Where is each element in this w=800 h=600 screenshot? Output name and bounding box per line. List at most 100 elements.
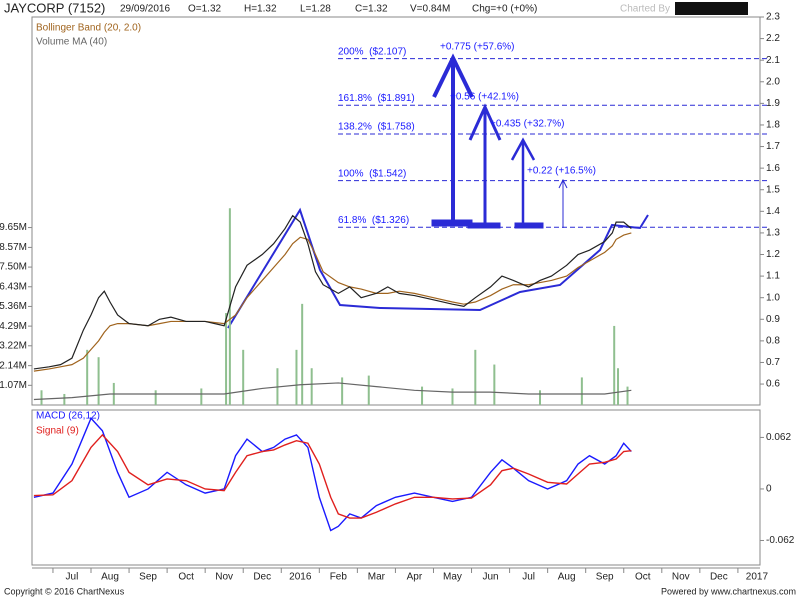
fib-label: 161.8% ($1.891) [338, 93, 415, 104]
x-tick-label: Nov [672, 572, 690, 583]
annotation: +0.435 (+32.7%) [490, 119, 565, 130]
y-tick-label: 1.1 [766, 271, 780, 282]
volume-bar [474, 349, 477, 405]
x-tick-label: Sep [596, 572, 614, 583]
y2-tick-label: 7.50M [0, 262, 27, 273]
logo-box [675, 2, 748, 15]
y-tick-label: 2.2 [766, 33, 780, 44]
volume-bar [539, 390, 542, 405]
x-tick-label: Jul [522, 572, 535, 583]
fib-label: 100% ($1.542) [338, 168, 406, 179]
volume-bar [341, 377, 344, 405]
y-tick-label: 2.3 [766, 12, 780, 23]
y2-tick-label: 5.36M [0, 301, 27, 312]
y-tick-label: 1.5 [766, 184, 780, 195]
annotation: +0.22 (+16.5%) [527, 166, 596, 177]
volume-bar [200, 388, 203, 405]
arrow-head [432, 53, 474, 98]
volume-bar [295, 349, 298, 405]
y-tick-label: 2.0 [766, 76, 780, 87]
volume-bar [154, 390, 157, 405]
annotation: +0.775 (+57.6%) [440, 42, 515, 53]
legend-entry: Volume MA (40) [36, 37, 107, 48]
arrow-head [558, 178, 568, 189]
x-tick-label: Feb [330, 572, 348, 583]
x-tick-label: Oct [178, 572, 194, 583]
annotation: +0.56 (+42.1%) [450, 92, 519, 103]
y-tick-label: -0.062 [766, 535, 795, 546]
volume-bar [626, 386, 629, 405]
volume-bar [225, 313, 228, 405]
legend-entry: Signal (9) [36, 426, 79, 437]
x-tick-label: Apr [407, 572, 423, 583]
y-tick-label: 0.7 [766, 357, 780, 368]
y-tick-label: 1.9 [766, 98, 780, 109]
volume-bar [451, 388, 454, 405]
volume-bar [493, 364, 496, 405]
volume-bar [63, 393, 66, 405]
x-tick-label: Oct [635, 572, 651, 583]
volume-bar [310, 368, 313, 405]
trend-line [227, 207, 649, 329]
volume-bar [97, 357, 100, 405]
arrow-head [510, 137, 536, 161]
y-tick-label: 1.8 [766, 120, 780, 131]
y2-tick-label: 3.22M [0, 340, 27, 351]
arrow-head [468, 103, 502, 141]
series-line [33, 433, 632, 519]
copyright: Copyright © 2016 ChartNexus [4, 586, 125, 596]
close: C=1.32 [355, 4, 388, 15]
series-line [33, 417, 632, 532]
x-tick-label: May [443, 572, 462, 583]
y-tick-label: 2.1 [766, 55, 780, 66]
symbol: JAYCORP (7152) [4, 0, 105, 15]
legend-entry: MACD (26,12) [36, 411, 100, 422]
y2-tick-label: 4.29M [0, 321, 27, 332]
x-tick-label: 2016 [289, 572, 312, 583]
x-tick-label: Sep [139, 572, 157, 583]
y-tick-label: 1.7 [766, 141, 780, 152]
y2-tick-label: 2.14M [0, 360, 27, 371]
overlay-line [33, 382, 632, 401]
y2-tick-label: 6.43M [0, 281, 27, 292]
change: Chg=+0 (+0%) [472, 4, 537, 15]
open: O=1.32 [188, 4, 222, 15]
y-tick-label: 0.8 [766, 336, 780, 347]
date: 29/09/2016 [120, 4, 170, 15]
y-tick-label: 0.062 [766, 432, 791, 443]
volume-bar [421, 386, 424, 405]
macd-panel [31, 409, 761, 566]
fib-label: 61.8% ($1.326) [338, 215, 409, 226]
x-tick-label: Jun [482, 572, 498, 583]
price-line [33, 214, 632, 370]
x-tick-label: Nov [215, 572, 233, 583]
x-tick-label: 2017 [746, 572, 769, 583]
y-tick-label: 1.2 [766, 249, 780, 260]
powered-by: Powered by www.chartnexus.com [661, 586, 796, 596]
volume-bar [580, 377, 583, 405]
y2-tick-label: 9.65M [0, 222, 27, 233]
x-tick-label: Dec [710, 572, 728, 583]
volume-bar [613, 325, 616, 405]
y-tick-label: 0.6 [766, 379, 780, 390]
projection-arrows [431, 53, 568, 229]
volume-bar [367, 375, 370, 405]
fib-label: 200% ($2.107) [338, 46, 406, 57]
volume-bar [617, 368, 620, 405]
y-tick-label: 1.3 [766, 228, 780, 239]
volume-bar [40, 390, 43, 405]
volume-bar [301, 303, 304, 405]
x-tick-label: Aug [101, 572, 119, 583]
charted-by: Charted By [620, 4, 670, 15]
x-tick-label: Dec [253, 572, 271, 583]
fib-label: 138.2% ($1.758) [338, 122, 415, 133]
legend-entry: Bollinger Band (20, 2.0) [36, 23, 141, 34]
high: H=1.32 [244, 4, 277, 15]
x-tick-label: Aug [558, 572, 576, 583]
overlay-line [33, 232, 632, 372]
low: L=1.28 [300, 4, 331, 15]
volume-bar [86, 349, 89, 405]
x-tick-label: Mar [368, 572, 386, 583]
